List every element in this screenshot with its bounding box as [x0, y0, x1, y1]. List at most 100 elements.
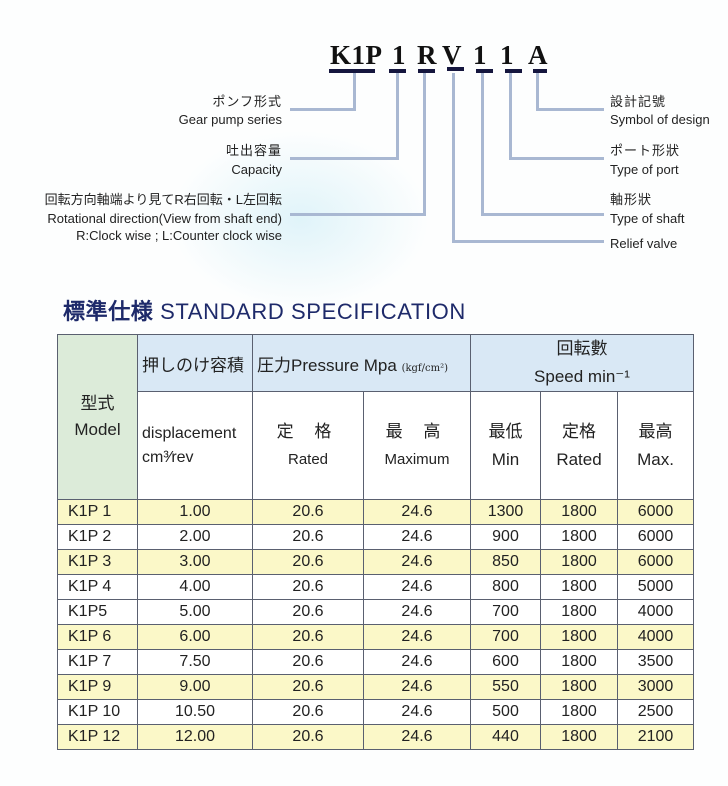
label-design-en: Symbol of design — [610, 112, 710, 127]
cell-speed-max: 2500 — [617, 699, 694, 725]
underline-series — [329, 69, 375, 73]
cell-speed-min: 1300 — [470, 499, 541, 525]
underline-rotation — [418, 69, 435, 73]
cell-speed-max: 6000 — [617, 549, 694, 575]
header-pressure-label: 圧力Pressure Mpa — [257, 355, 397, 375]
cell-pressure-max: 24.6 — [363, 699, 471, 725]
header-pressure-rated-jp: 定 格 — [276, 421, 340, 441]
cell-speed-rated: 1800 — [540, 499, 618, 525]
table-row: K1P 12 12.00 20.6 24.6 440 1800 2100 — [57, 724, 694, 750]
cell-pressure-max: 24.6 — [363, 599, 471, 625]
cell-model: K1P 4 — [57, 574, 138, 600]
header-displacement-en: displacement cm³⁄rev — [137, 391, 253, 500]
cell-pressure-rated: 20.6 — [252, 699, 364, 725]
underline-design — [533, 69, 547, 73]
code-port: 1 — [500, 40, 514, 70]
cell-speed-rated: 1800 — [540, 599, 618, 625]
cell-speed-max: 2100 — [617, 724, 694, 750]
header-displacement-en-label: displacement — [142, 424, 237, 442]
table-row: K1P 6 6.00 20.6 24.6 700 1800 4000 — [57, 624, 694, 650]
header-speed-rated-jp: 定格 — [562, 421, 596, 441]
cell-model: K1P5 — [57, 599, 138, 625]
header-speed-min: 最低 Min — [470, 391, 541, 500]
header-speed-max-en: Max. — [637, 449, 674, 469]
section-title-jp: 標準仕様 — [63, 299, 154, 324]
cell-model: K1P 9 — [57, 674, 138, 700]
label-port-jp: ポート形狀 — [610, 143, 681, 158]
label-capacity-en: Capacity — [231, 162, 282, 177]
header-pressure-unit: (kgf/cm²) — [401, 362, 448, 374]
header-speed-max: 最高 Max. — [617, 391, 694, 500]
header-speed-jp: 回転數 — [556, 339, 608, 358]
section-title: 標準仕様 STANDARD SPECIFICATION — [63, 294, 466, 326]
header-pressure-max: 最 高 Maximum — [363, 391, 471, 500]
code-rotation: R — [417, 40, 437, 70]
label-series-en: Gear pump series — [178, 112, 282, 127]
cell-pressure-max: 24.6 — [363, 499, 471, 525]
label-rotation-jp: 回転方向軸端より見てR右回転・L左回転 — [44, 192, 282, 207]
cell-speed-min: 700 — [470, 599, 541, 625]
table-row: K1P 3 3.00 20.6 24.6 850 1800 6000 — [57, 549, 694, 575]
cell-speed-max: 4000 — [617, 624, 694, 650]
label-relief-en: Relief valve — [610, 236, 678, 251]
header-speed-en: Speed min⁻¹ — [534, 367, 630, 386]
underline-port — [505, 69, 522, 73]
cell-speed-min: 550 — [470, 674, 541, 700]
table-row: K1P 4 4.00 20.6 24.6 800 1800 5000 — [57, 574, 694, 600]
label-series-jp: ポンフ形式 — [212, 94, 282, 109]
spec-table: 型式 Model 押しのけ容積 圧力Pressure Mpa (kgf/cm²)… — [57, 334, 694, 750]
cell-speed-min: 700 — [470, 624, 541, 650]
cell-pressure-rated: 20.6 — [252, 524, 364, 550]
cell-speed-rated: 1800 — [540, 549, 618, 575]
code-capacity: 1 — [392, 40, 406, 70]
cell-pressure-max: 24.6 — [363, 724, 471, 750]
header-speed-min-jp: 最低 — [488, 421, 523, 441]
cell-displacement: 9.00 — [137, 674, 253, 700]
cell-speed-min: 900 — [470, 524, 541, 550]
cell-speed-rated: 1800 — [540, 624, 618, 650]
cell-model: K1P 2 — [57, 524, 138, 550]
header-model-en: Model — [74, 420, 121, 439]
background-glow — [170, 130, 430, 310]
cell-displacement: 10.50 — [137, 699, 253, 725]
code-design: A — [528, 40, 548, 70]
cell-displacement: 12.00 — [137, 724, 253, 750]
label-capacity-jp: 吐出容量 — [225, 143, 282, 158]
cell-pressure-max: 24.6 — [363, 524, 471, 550]
underline-relief — [447, 67, 464, 71]
header-speed-min-en: Min — [491, 449, 520, 469]
cell-displacement: 1.00 — [137, 499, 253, 525]
header-pressure-max-en: Maximum — [384, 450, 450, 468]
header-speed-max-jp: 最高 — [638, 421, 673, 441]
cell-model: K1P 10 — [57, 699, 138, 725]
label-rotation-en2: R:Clock wise ; L:Counter clock wise — [76, 228, 282, 243]
cell-model: K1P 12 — [57, 724, 138, 750]
cell-displacement: 3.00 — [137, 549, 253, 575]
header-model: 型式 Model — [57, 334, 138, 500]
code-shaft: 1 — [473, 40, 487, 70]
header-speed-rated: 定格 Rated — [540, 391, 618, 500]
cell-pressure-max: 24.6 — [363, 674, 471, 700]
header-speed-rated-en: Rated — [556, 449, 602, 469]
cell-displacement: 5.00 — [137, 599, 253, 625]
cell-speed-rated: 1800 — [540, 674, 618, 700]
cell-speed-rated: 1800 — [540, 524, 618, 550]
cell-model: K1P 1 — [57, 499, 138, 525]
cell-model: K1P 6 — [57, 624, 138, 650]
cell-speed-min: 500 — [470, 699, 541, 725]
underline-shaft — [476, 69, 493, 73]
cell-speed-rated: 1800 — [540, 699, 618, 725]
table-row: K1P 1 1.00 20.6 24.6 1300 1800 6000 — [57, 499, 694, 525]
label-rotation-en: Rotational direction(View from shaft end… — [47, 211, 282, 226]
cell-pressure-max: 24.6 — [363, 649, 471, 675]
cell-speed-max: 6000 — [617, 499, 694, 525]
cell-pressure-rated: 20.6 — [252, 649, 364, 675]
table-row: K1P 10 10.50 20.6 24.6 500 1800 2500 — [57, 699, 694, 725]
cell-displacement: 6.00 — [137, 624, 253, 650]
cell-speed-max: 3500 — [617, 649, 694, 675]
cell-displacement: 7.50 — [137, 649, 253, 675]
header-model-jp: 型式 — [80, 394, 115, 413]
header-speed: 回転數 Speed min⁻¹ — [470, 334, 694, 392]
cell-displacement: 2.00 — [137, 524, 253, 550]
cell-pressure-max: 24.6 — [363, 624, 471, 650]
